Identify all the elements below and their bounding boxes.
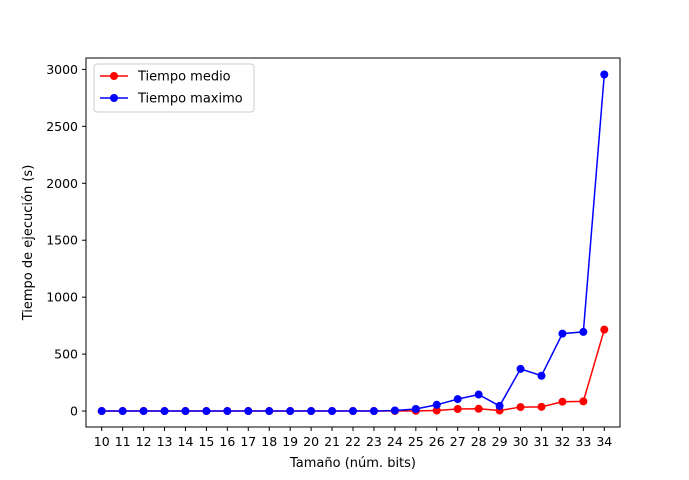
data-point xyxy=(265,407,274,416)
data-point xyxy=(307,407,316,416)
x-tick-label: 15 xyxy=(198,434,214,449)
data-point xyxy=(432,406,441,415)
x-tick-label: 33 xyxy=(575,434,591,449)
x-axis-label: Tamaño (núm. bits) xyxy=(289,456,416,471)
x-tick-label: 20 xyxy=(303,434,319,449)
data-point xyxy=(453,405,462,414)
y-tick-label: 0 xyxy=(70,404,78,419)
data-point xyxy=(390,406,399,415)
x-tick-label: 31 xyxy=(534,434,550,449)
legend-box xyxy=(93,63,255,113)
x-tick-label: 18 xyxy=(261,434,277,449)
legend-marker xyxy=(110,94,118,102)
x-tick-label: 29 xyxy=(492,434,508,449)
legend-label: Tiempo medio xyxy=(137,70,231,85)
x-tick-label: 26 xyxy=(429,434,445,449)
data-point xyxy=(558,397,567,406)
data-point xyxy=(537,371,546,380)
data-point xyxy=(181,407,190,416)
legend-item: Tiempo medio xyxy=(100,70,231,85)
data-point xyxy=(223,407,232,416)
x-tick-label: 34 xyxy=(596,434,612,449)
legend-item: Tiempo maximo xyxy=(100,92,243,107)
data-point xyxy=(453,395,462,404)
data-point xyxy=(558,329,567,338)
x-tick-label: 24 xyxy=(387,434,403,449)
data-point xyxy=(474,404,483,413)
data-point xyxy=(474,390,483,399)
data-point xyxy=(600,70,609,79)
y-tick-label: 500 xyxy=(54,347,78,362)
y-tick-label: 2500 xyxy=(46,119,78,134)
x-tick-label: 32 xyxy=(554,434,570,449)
x-tick-label: 10 xyxy=(94,434,110,449)
x-tick-label: 13 xyxy=(157,434,173,449)
x-tick-label: 21 xyxy=(324,434,340,449)
data-point xyxy=(411,405,420,414)
data-point xyxy=(328,407,337,416)
x-tick-label: 30 xyxy=(513,434,529,449)
data-point xyxy=(139,407,148,416)
legend-marker xyxy=(110,72,118,80)
data-point xyxy=(160,407,169,416)
x-tick-label: 23 xyxy=(366,434,382,449)
legend: Tiempo medio Tiempo maximo xyxy=(93,63,255,113)
y-axis: 0 500 1000 1500 2000 2500 3000 xyxy=(46,62,86,419)
data-point xyxy=(369,407,378,416)
data-point xyxy=(97,407,106,416)
y-tick-label: 1000 xyxy=(46,290,78,305)
x-tick-label: 22 xyxy=(345,434,361,449)
data-point xyxy=(579,327,588,336)
data-point xyxy=(516,364,525,373)
plot-area xyxy=(97,70,609,416)
x-tick-label: 14 xyxy=(178,434,194,449)
data-point xyxy=(516,403,525,412)
x-tick-label: 28 xyxy=(471,434,487,449)
x-axis: 10 11 12 13 14 15 16 17 18 19 20 21 22 23 24 25 26 27 28 29… xyxy=(94,427,612,449)
y-tick-label: 3000 xyxy=(46,62,78,77)
data-point xyxy=(579,397,588,406)
data-point xyxy=(537,402,546,411)
data-point xyxy=(349,407,357,416)
series-tiempo-maximo xyxy=(97,70,609,416)
data-point xyxy=(495,401,504,410)
data-point xyxy=(244,407,253,416)
legend-label: Tiempo maximo xyxy=(137,92,243,107)
data-point xyxy=(118,407,127,416)
x-tick-label: 12 xyxy=(136,434,152,449)
y-axis-label: Tiempo de ejecución (s) xyxy=(21,165,36,322)
data-point xyxy=(600,325,609,334)
data-point xyxy=(286,407,295,416)
x-tick-label: 16 xyxy=(219,434,235,449)
y-tick-label: 2000 xyxy=(46,176,78,191)
x-tick-label: 11 xyxy=(115,434,131,449)
x-tick-label: 27 xyxy=(450,434,466,449)
x-tick-label: 19 xyxy=(282,434,298,449)
data-point xyxy=(202,407,211,416)
x-tick-label: 25 xyxy=(408,434,424,449)
y-tick-label: 1500 xyxy=(46,233,78,248)
x-tick-label: 17 xyxy=(240,434,256,449)
data-point xyxy=(432,400,441,409)
